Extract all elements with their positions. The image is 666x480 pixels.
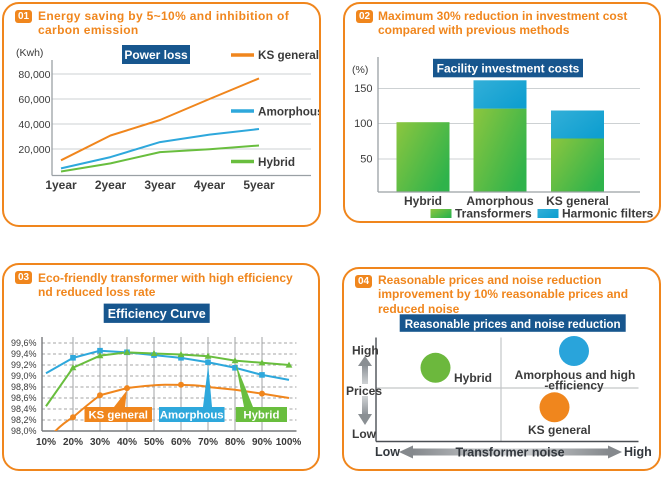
svg-text:50%: 50% <box>144 437 164 448</box>
svg-text:High: High <box>352 344 379 358</box>
svg-text:3year: 3year <box>144 178 176 192</box>
svg-text:Facility investment costs: Facility investment costs <box>437 62 580 76</box>
svg-text:Amorphous: Amorphous <box>160 410 224 422</box>
svg-text:Power loss: Power loss <box>124 48 188 62</box>
svg-text:KS general: KS general <box>88 410 148 422</box>
svg-text:4year: 4year <box>194 178 226 192</box>
svg-text:98,6%: 98,6% <box>11 393 37 403</box>
svg-text:KS general: KS general <box>528 423 591 437</box>
svg-text:Amorphous: Amorphous <box>466 194 534 208</box>
svg-text:60,000: 60,000 <box>18 94 50 106</box>
svg-text:Prices: Prices <box>346 384 382 398</box>
svg-text:98,4%: 98,4% <box>11 404 37 414</box>
svg-text:20%: 20% <box>63 437 83 448</box>
svg-text:99,6%: 99,6% <box>11 338 37 348</box>
svg-text:80%: 80% <box>225 437 245 448</box>
svg-text:20,000: 20,000 <box>18 144 50 156</box>
svg-text:KS general: KS general <box>258 49 319 62</box>
svg-text:Reasonable prices and noise re: Reasonable prices and noise reduction <box>405 318 621 331</box>
svg-text:99,4%: 99,4% <box>11 349 37 359</box>
svg-text:50: 50 <box>360 154 372 166</box>
svg-text:Hybrid: Hybrid <box>258 156 295 169</box>
svg-text:99,0%: 99,0% <box>11 371 37 381</box>
svg-text:-efficiency: -efficiency <box>544 379 604 393</box>
svg-text:100: 100 <box>354 118 372 130</box>
svg-text:60%: 60% <box>171 437 191 448</box>
svg-text:2year: 2year <box>95 178 127 192</box>
svg-text:Low: Low <box>375 445 400 459</box>
svg-text:Amorphous and high: Amorphous and high <box>515 368 636 382</box>
svg-text:Low: Low <box>352 427 377 441</box>
svg-text:Hybrid: Hybrid <box>404 194 442 208</box>
svg-text:70%: 70% <box>198 437 218 448</box>
svg-text:Amorphous: Amorphous <box>258 106 319 119</box>
svg-text:99,2%: 99,2% <box>11 360 37 370</box>
svg-text:Harmonic filters: Harmonic filters <box>562 207 654 221</box>
svg-text:Hybrid: Hybrid <box>454 371 492 385</box>
svg-text:80,000: 80,000 <box>18 69 50 81</box>
svg-text:Transformers: Transformers <box>455 207 532 221</box>
svg-text:(%): (%) <box>352 64 368 76</box>
svg-text:40,000: 40,000 <box>18 119 50 131</box>
svg-text:5year: 5year <box>243 178 275 192</box>
svg-text:High: High <box>624 445 652 459</box>
svg-text:90%: 90% <box>252 437 272 448</box>
svg-text:Efficiency Curve: Efficiency Curve <box>108 307 206 321</box>
svg-text:Hybrid: Hybrid <box>243 410 279 422</box>
svg-text:98,8%: 98,8% <box>11 382 37 392</box>
svg-text:98,2%: 98,2% <box>11 415 37 425</box>
svg-text:30%: 30% <box>90 437 110 448</box>
svg-text:150: 150 <box>354 83 372 95</box>
svg-text:(Kwh): (Kwh) <box>16 47 43 59</box>
svg-text:40%: 40% <box>117 437 137 448</box>
svg-text:Transformer noise: Transformer noise <box>455 446 564 460</box>
svg-text:100%: 100% <box>276 437 302 448</box>
svg-text:KS general: KS general <box>546 194 609 208</box>
svg-text:10%: 10% <box>36 437 56 448</box>
svg-text:1year: 1year <box>45 178 77 192</box>
svg-text:98,0%: 98,0% <box>11 426 37 436</box>
